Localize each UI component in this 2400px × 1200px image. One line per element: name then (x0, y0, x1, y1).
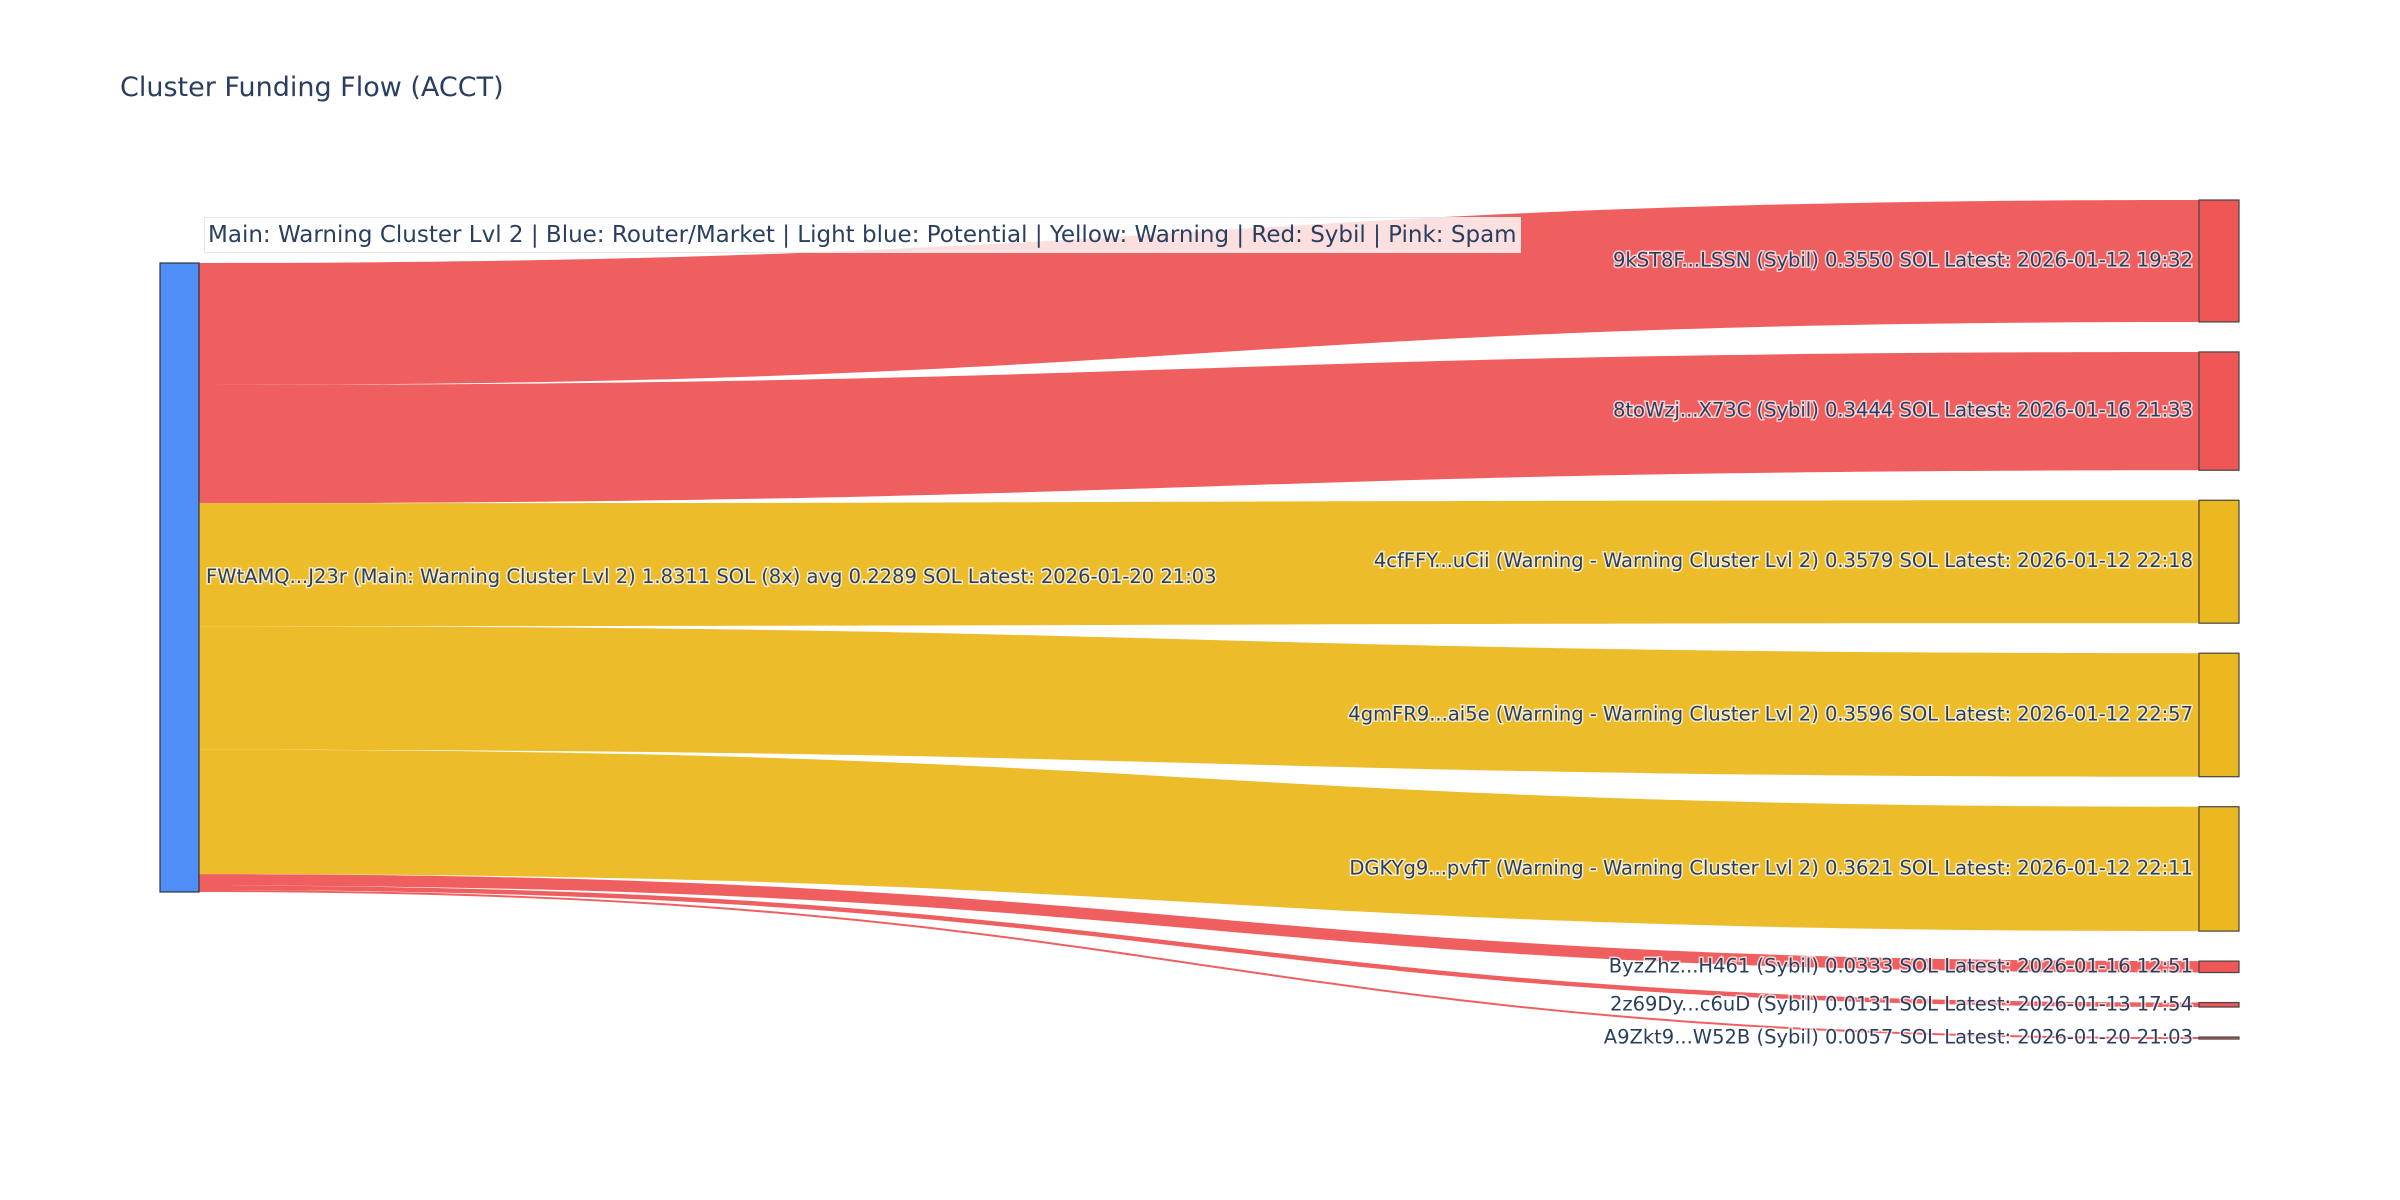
target-node (2198, 960, 2240, 974)
target-node-label: ByzZhz...H461 (Sybil) 0.0333 SOL Latest:… (1609, 954, 2193, 977)
target-node (2198, 199, 2240, 323)
target-node-label: DGKYg9...pvfT (Warning - Warning Cluster… (1349, 856, 2193, 879)
target-node (2198, 351, 2240, 471)
target-node-label: 9kST8F...LSSN (Sybil) 0.3550 SOL Latest:… (1613, 248, 2193, 271)
legend-annotation: Main: Warning Cluster Lvl 2 | Blue: Rout… (204, 217, 1521, 253)
chart-title: Cluster Funding Flow (ACCT) (120, 72, 504, 103)
flow-link (199, 749, 2199, 932)
target-node-label: 8toWzj...X73C (Sybil) 0.3444 SOL Latest:… (1613, 399, 2193, 422)
target-node (2198, 652, 2240, 778)
target-node-label: 4gmFR9...ai5e (Warning - Warning Cluster… (1348, 702, 2193, 725)
flow-link (199, 626, 2199, 777)
flow-link (199, 874, 2199, 973)
target-node (2198, 1036, 2240, 1040)
flow-link (199, 200, 2199, 385)
flow-link (199, 885, 2199, 1008)
target-node (2198, 806, 2240, 932)
target-node-label: A9Zkt9...W52B (Sybil) 0.0057 SOL Latest:… (1604, 1026, 2193, 1049)
flow-link (199, 351, 2199, 504)
source-node (159, 262, 200, 893)
flow-link (199, 500, 2199, 627)
target-node (2198, 499, 2240, 624)
target-node-label: 4cfFFY...uCii (Warning - Warning Cluster… (1374, 549, 2193, 572)
target-node (2198, 1001, 2240, 1008)
target-node-label: 2z69Dy...c6uD (Sybil) 0.0131 SOL Latest:… (1610, 992, 2193, 1015)
source-node-label: FWtAMQ...J23r (Main: Warning Cluster Lvl… (206, 565, 1217, 588)
flow-link (199, 890, 2199, 1040)
